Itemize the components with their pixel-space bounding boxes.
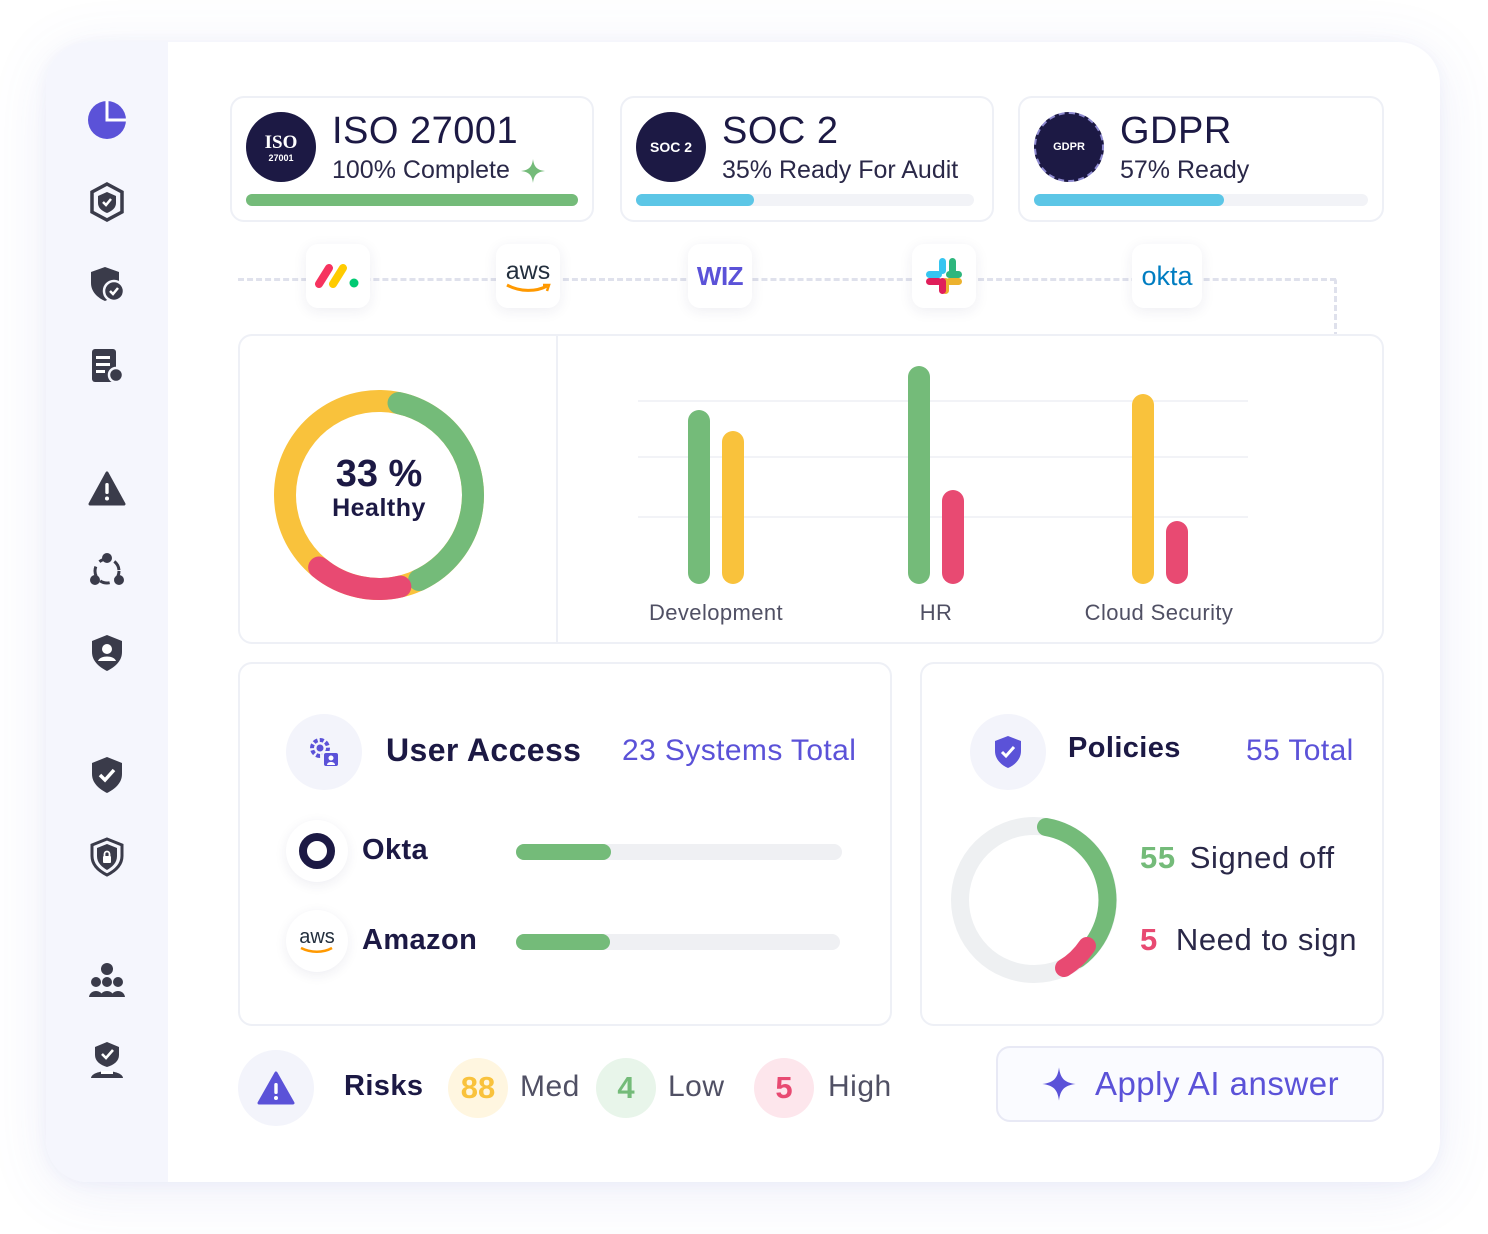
health-label: Healthy <box>332 494 426 522</box>
user-access-card: User Access 23 Systems Total Okta aws Am… <box>238 662 892 1026</box>
need-count: 5 <box>1140 922 1158 957</box>
cert-progress-fill <box>1034 194 1225 206</box>
shield-check-badge-icon[interactable] <box>83 260 131 308</box>
bar-category-label: Cloud Security <box>1084 600 1234 625</box>
cert-title: ISO 27001 <box>332 110 519 152</box>
apply-ai-answer-label: Apply AI answer <box>1094 1065 1340 1102</box>
progress-fill <box>516 844 611 860</box>
signed-label: Signed off <box>1189 840 1335 875</box>
user-certificate-icon[interactable] <box>83 1036 131 1084</box>
bar-development-1 <box>722 431 744 584</box>
risk-med-count[interactable]: 88 <box>448 1058 508 1118</box>
apply-ai-answer-button[interactable]: Apply AI answer <box>996 1046 1384 1122</box>
wiz-integration[interactable]: WIZ <box>688 244 752 308</box>
user-shield-icon[interactable] <box>83 629 131 677</box>
okta-icon: okta <box>1141 260 1193 291</box>
risk-high-count[interactable]: 5 <box>754 1058 814 1118</box>
cert-status: 35% Ready For Audit <box>722 156 959 184</box>
cert-card-soc2[interactable]: SOC 2 SOC 2 35% Ready For Audit <box>620 96 994 222</box>
monday-icon <box>315 264 359 288</box>
chart-gridline <box>638 400 1248 402</box>
cert-status: 57% Ready <box>1120 156 1250 184</box>
slack-integration[interactable] <box>912 244 976 308</box>
bar-cloud-security-2 <box>1166 520 1188 584</box>
risk-med-label: Med <box>520 1070 580 1103</box>
bar-cloud-security-1 <box>1132 394 1154 584</box>
sparkle-icon <box>1042 1067 1076 1101</box>
shield-lock-icon[interactable] <box>83 833 131 881</box>
amazon-access-progress <box>516 934 840 950</box>
shield-gear-icon[interactable] <box>83 178 131 226</box>
risks-title: Risks <box>344 1070 424 1102</box>
network-nodes-icon[interactable] <box>83 547 131 595</box>
risk-high-label: High <box>828 1070 892 1103</box>
bar-category-label: HR <box>919 600 953 625</box>
donut-segment-green <box>274 389 484 600</box>
cert-progress-fill <box>246 194 578 206</box>
aws-integration[interactable]: aws <box>496 244 560 308</box>
shield-check-icon[interactable] <box>83 751 131 799</box>
policies-title: Policies <box>1068 732 1181 764</box>
cert-progress <box>1034 194 1368 206</box>
signed-row: 55 Signed off <box>1140 840 1335 876</box>
cert-card-iso[interactable]: ISO 27001 ISO 27001 100% Complete <box>230 96 594 222</box>
gdpr-badge-icon: GDPR <box>1034 112 1104 182</box>
cert-status: 100% Complete <box>332 156 510 184</box>
cert-card-gdpr[interactable]: GDPR GDPR 57% Ready <box>1018 96 1384 222</box>
user-gear-icon <box>286 714 362 790</box>
okta-access-progress <box>516 844 842 860</box>
okta-integration[interactable]: okta <box>1132 244 1202 308</box>
risk-warning-icon <box>238 1050 314 1126</box>
cert-title: SOC 2 <box>722 110 839 152</box>
dashboard-frame: ISO 27001 ISO 27001 100% Complete SOC 2 … <box>46 42 1440 1182</box>
policies-card: Policies 55 Total 55 Signed off 5 Need to … <box>920 662 1384 1026</box>
warning-icon[interactable] <box>83 465 131 513</box>
okta-icon <box>286 820 348 882</box>
wiz-icon: WIZ <box>696 260 744 291</box>
health-donut <box>274 389 484 600</box>
slack-icon <box>926 258 962 294</box>
policies-need-arc <box>1055 937 1096 977</box>
integration-connector <box>238 278 1336 281</box>
signed-count: 55 <box>1140 840 1176 875</box>
cert-progress <box>246 194 578 206</box>
user-access-row-label: Amazon <box>362 924 478 956</box>
soc2-badge-icon: SOC 2 <box>636 112 706 182</box>
policies-total[interactable]: 55 Total <box>1246 734 1354 767</box>
policies-signed-arc <box>1037 818 1117 968</box>
team-icon[interactable] <box>83 956 131 1004</box>
sparkle-icon <box>520 158 545 183</box>
aws-icon: aws <box>505 259 551 293</box>
user-access-row-label: Okta <box>362 834 429 866</box>
user-access-total[interactable]: 23 Systems Total <box>622 734 857 767</box>
policies-donut <box>951 817 1117 983</box>
integration-connector-down <box>1334 278 1337 338</box>
need-label: Need to sign <box>1175 922 1358 957</box>
health-chart-card <box>238 334 1384 644</box>
document-report-icon[interactable] <box>83 342 131 390</box>
pie-chart-icon[interactable] <box>83 96 131 144</box>
iso-badge-icon: ISO 27001 <box>246 112 316 182</box>
donut-segment-red <box>274 389 484 600</box>
risk-low-label: Low <box>668 1070 725 1103</box>
bar-development-0 <box>688 409 710 584</box>
policy-shield-icon <box>970 714 1046 790</box>
cert-title: GDPR <box>1120 110 1232 152</box>
card-divider <box>556 336 558 642</box>
bar-hr-2 <box>942 490 964 584</box>
sidebar <box>46 42 168 1182</box>
risk-low-count[interactable]: 4 <box>596 1058 656 1118</box>
health-percent: 33 % <box>335 453 423 495</box>
monday-integration[interactable] <box>306 244 370 308</box>
cert-progress-fill <box>636 194 755 206</box>
aws-icon: aws <box>286 910 348 972</box>
chart-gridline <box>638 456 1248 458</box>
user-access-title: User Access <box>386 732 582 768</box>
cert-progress <box>636 194 974 206</box>
bar-hr-0 <box>908 366 930 584</box>
need-row: 5 Need to sign <box>1140 922 1357 958</box>
health-center: 33 % Healthy <box>272 454 486 523</box>
progress-fill <box>516 934 610 950</box>
bar-category-label: Development <box>648 600 784 625</box>
